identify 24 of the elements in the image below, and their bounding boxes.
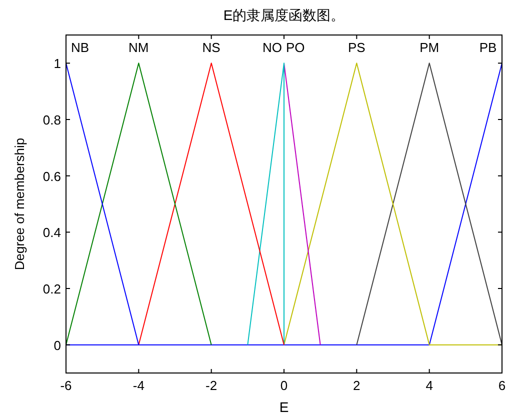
y-tick-label: 1 bbox=[54, 56, 61, 72]
x-tick-label: 2 bbox=[353, 378, 360, 393]
y-tick-label: 0.6 bbox=[42, 168, 61, 184]
y-tick-label: 0.8 bbox=[42, 112, 61, 128]
series-label: PO bbox=[286, 40, 305, 55]
series-label: PS bbox=[348, 40, 366, 55]
x-tick-label: 4 bbox=[426, 378, 433, 393]
x-tick-label: 0 bbox=[280, 378, 288, 393]
series-label: NS bbox=[202, 40, 221, 55]
y-tick-label: 0.4 bbox=[42, 225, 61, 240]
y-axis-title: Degree of membership bbox=[12, 138, 27, 270]
series-label: NM bbox=[128, 40, 149, 55]
series-label: PM bbox=[420, 40, 440, 55]
y-tick-label: 0 bbox=[54, 338, 61, 353]
x-axis-title: E bbox=[279, 399, 289, 415]
x-tick-label: 6 bbox=[498, 378, 506, 393]
series-label: NB bbox=[70, 40, 90, 55]
chart-title: E的隶属度函数图。 bbox=[223, 7, 345, 23]
x-tick-label: -2 bbox=[206, 378, 218, 393]
x-tick-label: -6 bbox=[60, 378, 72, 393]
x-tick-label: -4 bbox=[132, 378, 144, 393]
y-tick-label: 0.2 bbox=[42, 282, 61, 296]
series-label: PB bbox=[479, 40, 497, 55]
series-label: NO bbox=[262, 40, 282, 55]
